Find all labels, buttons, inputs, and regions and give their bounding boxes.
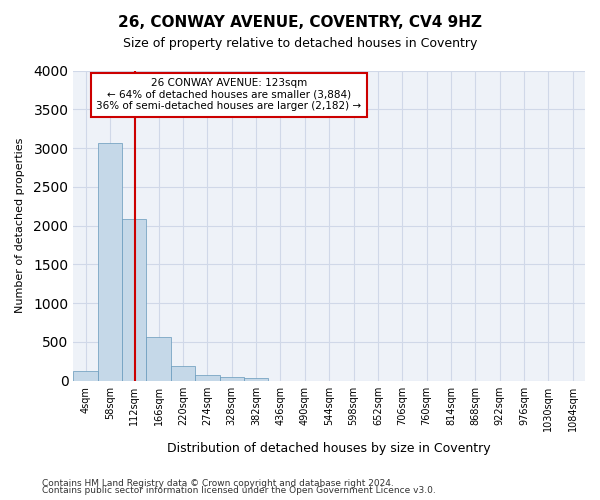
Text: 26, CONWAY AVENUE, COVENTRY, CV4 9HZ: 26, CONWAY AVENUE, COVENTRY, CV4 9HZ <box>118 15 482 30</box>
Text: 26 CONWAY AVENUE: 123sqm
← 64% of detached houses are smaller (3,884)
36% of sem: 26 CONWAY AVENUE: 123sqm ← 64% of detach… <box>96 78 361 112</box>
Bar <box>122 220 146 381</box>
Text: Contains public sector information licensed under the Open Government Licence v3: Contains public sector information licen… <box>42 486 436 495</box>
Bar <box>171 366 195 381</box>
Bar <box>146 338 171 381</box>
Y-axis label: Number of detached properties: Number of detached properties <box>15 138 25 314</box>
Bar <box>195 376 220 381</box>
Bar <box>244 378 268 381</box>
Bar <box>73 370 98 381</box>
Bar <box>220 377 244 381</box>
Text: Size of property relative to detached houses in Coventry: Size of property relative to detached ho… <box>123 38 477 51</box>
Bar <box>98 144 122 381</box>
Text: Contains HM Land Registry data © Crown copyright and database right 2024.: Contains HM Land Registry data © Crown c… <box>42 478 394 488</box>
X-axis label: Distribution of detached houses by size in Coventry: Distribution of detached houses by size … <box>167 442 491 455</box>
